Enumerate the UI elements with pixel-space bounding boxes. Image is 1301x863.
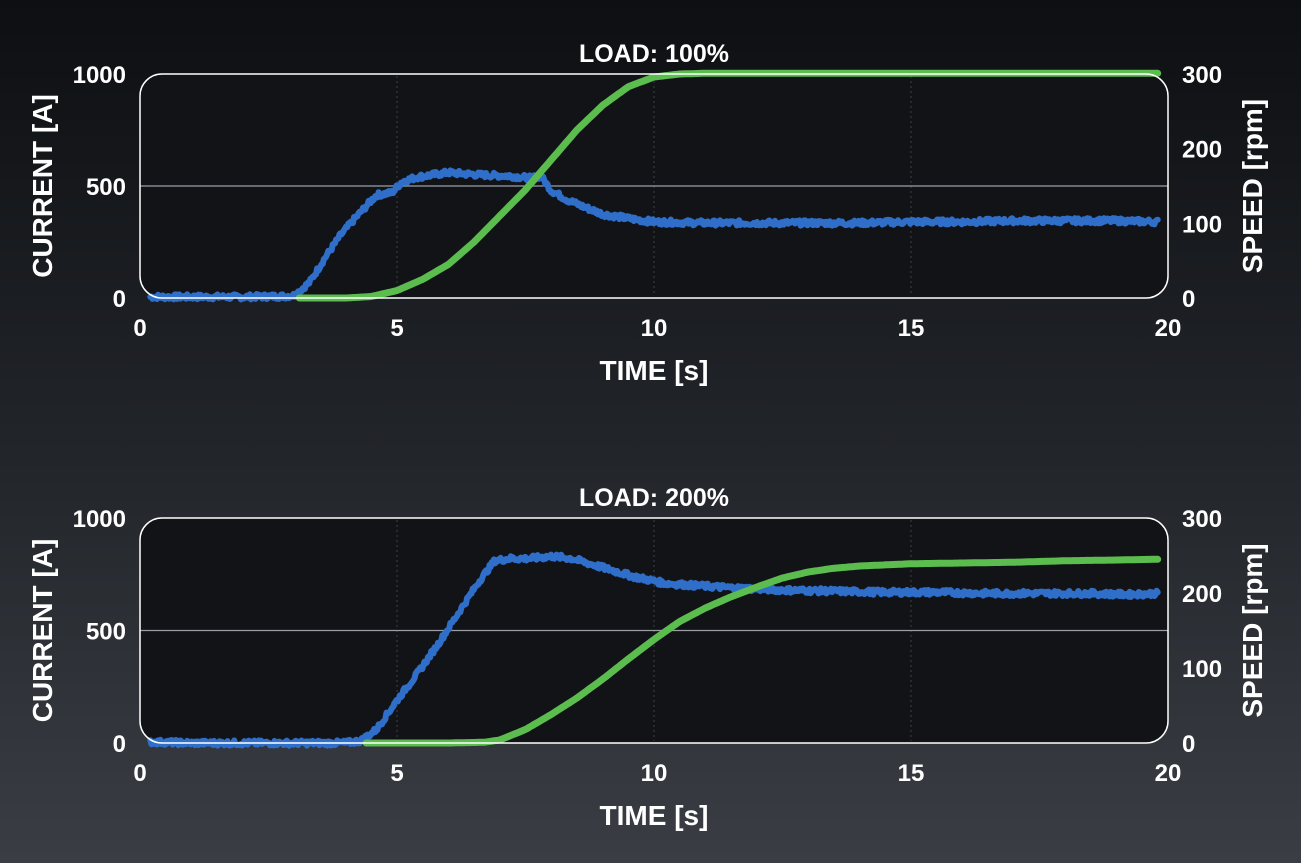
y-tick-label-left: 1000	[73, 62, 126, 89]
speed-series-line	[362, 555, 1162, 747]
y-tick-label-left: 500	[86, 174, 126, 201]
x-tick-label: 0	[133, 760, 146, 787]
y-tick-label-right: 200	[1182, 581, 1222, 608]
x-tick-label: 0	[133, 315, 146, 342]
x-tick-label: 5	[390, 315, 403, 342]
y-tick-label-left: 0	[113, 731, 126, 758]
y-axis-title-right: SPEED [rpm]	[1237, 99, 1268, 273]
y-tick-label-left: 500	[86, 619, 126, 646]
y-axis-title-right: SPEED [rpm]	[1237, 543, 1268, 717]
x-axis-title: TIME [s]	[600, 355, 709, 386]
chart-panel-2: LOAD: 200%0 5 10 15 20050010000100200300TIME…	[27, 484, 1268, 831]
x-tick-label: 10	[641, 760, 668, 787]
y-tick-label-left: 1000	[73, 506, 126, 533]
x-tick-label: 15	[898, 315, 925, 342]
x-tick-label: 10	[641, 315, 668, 342]
y-tick-label-right: 0	[1182, 731, 1195, 758]
plot-frame	[139, 517, 1169, 744]
chart-title: LOAD: 200%	[579, 484, 729, 512]
y-tick-label-right: 100	[1182, 656, 1222, 683]
current-series-line	[147, 551, 1161, 749]
plot-frame	[139, 73, 1169, 299]
y-tick-label-right: 300	[1182, 62, 1222, 89]
y-axis-title-left: CURRENT [A]	[27, 94, 58, 278]
x-tick-label: 20	[1155, 315, 1182, 342]
x-axis-title: TIME [s]	[600, 800, 709, 831]
y-tick-label-right: 300	[1182, 506, 1222, 533]
x-tick-label: 20	[1155, 760, 1182, 787]
y-tick-label-left: 0	[113, 286, 126, 313]
grid	[140, 520, 1168, 741]
x-tick-label: 5	[390, 760, 403, 787]
y-tick-label-right: 0	[1182, 286, 1195, 313]
y-tick-label-right: 200	[1182, 137, 1222, 164]
x-tick-label: 15	[898, 760, 925, 787]
chart-title: LOAD: 100%	[579, 40, 729, 68]
current-series-line	[147, 167, 1161, 303]
chart-panel-1: LOAD: 100%0 5 10 15 20050010000100200300TIME…	[27, 40, 1268, 386]
y-axis-title-left: CURRENT [A]	[27, 539, 58, 723]
y-tick-label-right: 100	[1182, 211, 1222, 238]
